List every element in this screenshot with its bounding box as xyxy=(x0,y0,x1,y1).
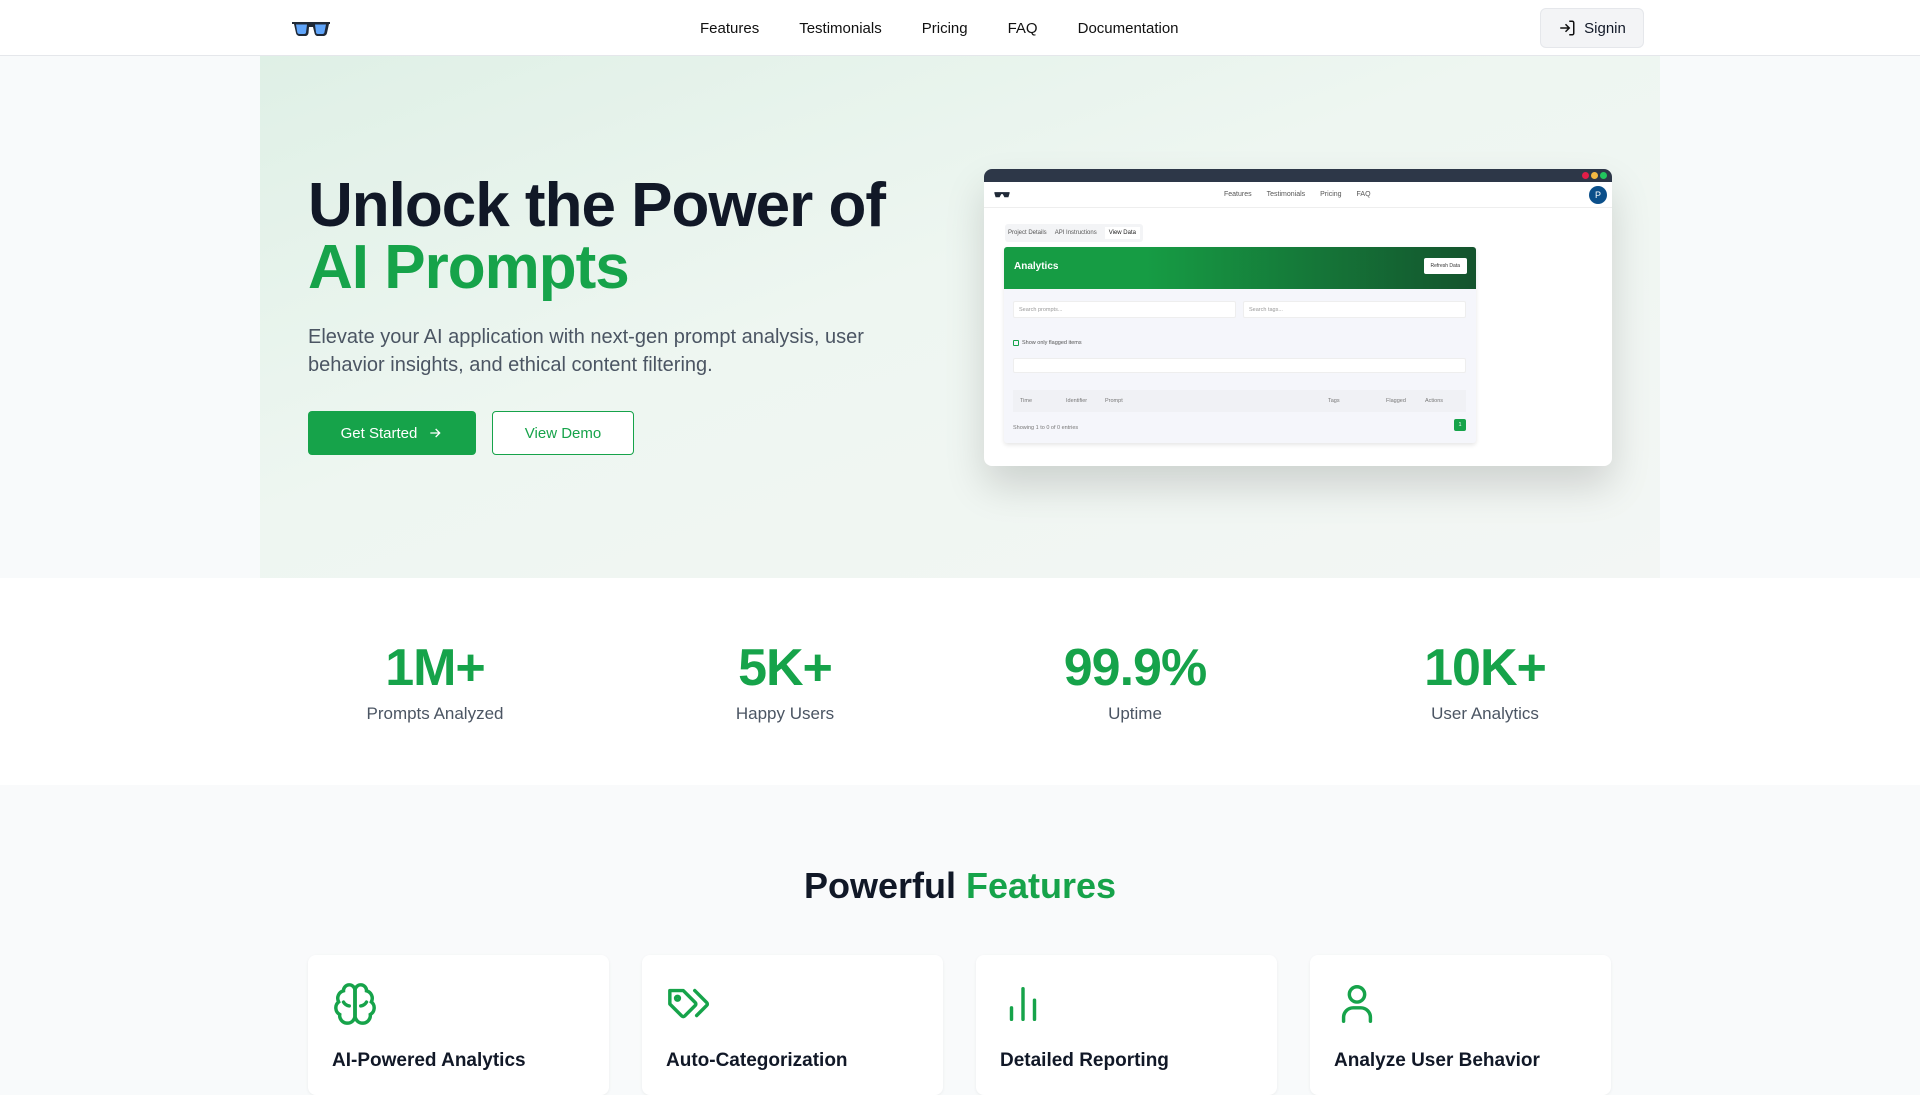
mock-tab: Project Details xyxy=(1008,230,1047,236)
mock-search-tags: Search tags... xyxy=(1243,301,1466,318)
mock-empty-bar xyxy=(1013,358,1466,373)
arrow-right-icon xyxy=(430,428,441,438)
glasses-logo-icon[interactable] xyxy=(291,20,331,36)
hero-subtitle: Elevate your AI application with next-ge… xyxy=(308,326,864,376)
hero-title: Unlock the Power of AI Prompts xyxy=(308,171,886,302)
mock-checkbox xyxy=(1013,340,1019,346)
stats-section: 1M+ Prompts Analyzed 5K+ Happy Users 99.9%… xyxy=(0,578,1920,785)
mock-entries-text: Showing 1 to 0 of 0 entries xyxy=(1013,425,1079,431)
feature-title: Analyze User Behavior xyxy=(1334,1050,1540,1071)
brain-icon xyxy=(334,983,376,1025)
dashboard-preview: Features Testimonials Pricing FAQ P Project… xyxy=(984,169,1612,466)
mock-panel-title: Analytics xyxy=(1014,261,1059,272)
tags-icon xyxy=(668,988,710,1019)
avatar: P xyxy=(1589,186,1607,204)
mock-search-prompts: Search prompts... xyxy=(1013,301,1236,318)
stat-item: 99.9% Uptime xyxy=(1063,639,1207,723)
nav-pricing[interactable]: Pricing xyxy=(921,19,968,37)
mock-nav-item: Pricing xyxy=(1320,191,1342,198)
user-icon xyxy=(1341,985,1373,1023)
top-nav: Features Testimonials Pricing FAQ Docume… xyxy=(0,0,1920,56)
feature-card: Detailed Reporting xyxy=(976,955,1277,1095)
mock-nav-item: FAQ xyxy=(1356,191,1371,198)
features-section: Powerful Features AI-Powered Analytics A… xyxy=(0,785,1920,1095)
signin-label: Signin xyxy=(1584,19,1626,37)
mock-flagged-label: Show only flagged items xyxy=(1022,340,1082,346)
feature-title: Auto-Categorization xyxy=(666,1050,848,1071)
mock-page-button: 1 xyxy=(1454,419,1466,431)
nav-testimonials[interactable]: Testimonials xyxy=(799,19,882,37)
feature-card: AI-Powered Analytics xyxy=(308,955,609,1095)
feature-card: Analyze User Behavior xyxy=(1310,955,1611,1095)
stat-item: 10K+ User Analytics xyxy=(1424,639,1547,723)
get-started-button[interactable]: Get Started xyxy=(308,411,476,455)
glasses-logo-icon xyxy=(994,192,1010,198)
view-demo-button[interactable]: View Demo xyxy=(492,411,634,455)
stat-item: 1M+ Prompts Analyzed xyxy=(366,639,504,723)
mock-nav-item: Testimonials xyxy=(1266,191,1306,198)
feature-title: Detailed Reporting xyxy=(1000,1050,1169,1071)
feature-title: AI-Powered Analytics xyxy=(332,1050,526,1071)
mock-tab-active: View Data xyxy=(1104,227,1140,239)
feature-card: Auto-Categorization xyxy=(642,955,943,1095)
get-started-label: Get Started xyxy=(340,424,418,442)
nav-documentation[interactable]: Documentation xyxy=(1077,19,1179,37)
login-icon xyxy=(1560,20,1575,36)
bar-chart-icon xyxy=(1009,986,1037,1022)
nav-faq[interactable]: FAQ xyxy=(1007,19,1038,37)
mock-nav-item: Features xyxy=(1224,191,1252,198)
features-title: Powerful Features xyxy=(803,865,1117,906)
mock-tab: API Instructions xyxy=(1054,230,1097,236)
signin-button[interactable]: Signin xyxy=(1540,8,1644,48)
mock-refresh-button: Refresh Data xyxy=(1423,258,1467,274)
nav-features[interactable]: Features xyxy=(700,19,760,37)
mock-table-header: Time Identifier Prompt Tags Flagged Actions xyxy=(1013,390,1466,412)
stat-item: 5K+ Happy Users xyxy=(735,639,835,723)
